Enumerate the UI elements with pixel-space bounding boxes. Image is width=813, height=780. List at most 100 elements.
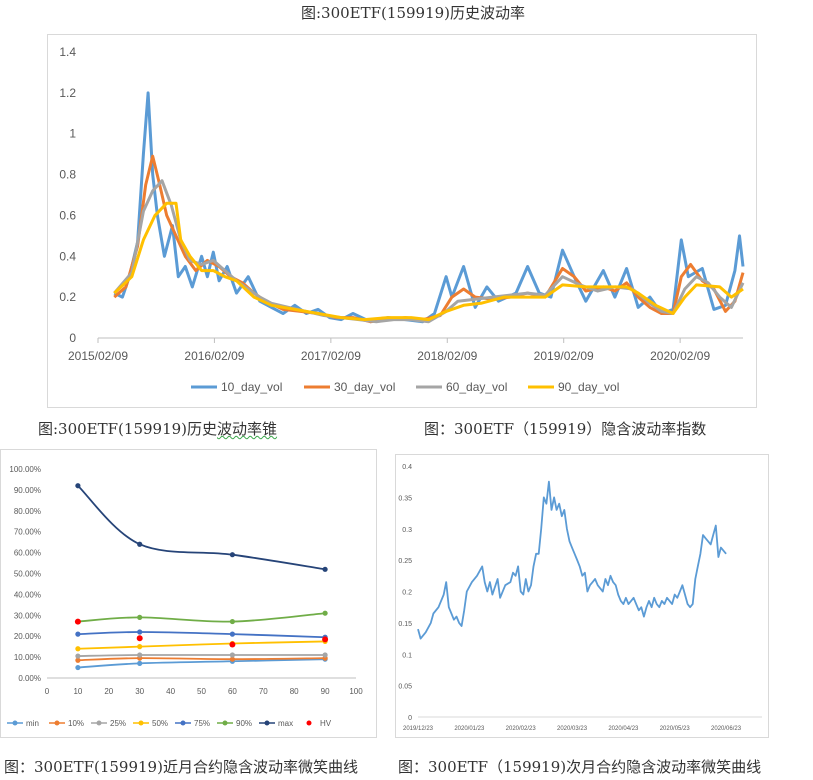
- y-tick-label: 70.00%: [14, 528, 41, 537]
- legend-label-10_day_vol: 10_day_vol: [221, 380, 282, 394]
- x-tick-label: 2020/01/23: [454, 726, 485, 732]
- y-tick-label: 50.00%: [14, 570, 41, 579]
- data-point-max: [322, 566, 328, 572]
- legend-marker-min: [12, 720, 18, 726]
- y-tick-label: 30.00%: [14, 611, 41, 620]
- x-tick-label: 2020/02/09: [650, 349, 710, 363]
- top-chart-caption: 图:300ETF(159919)历史波动率: [301, 4, 526, 22]
- y-tick-label: 0.35: [398, 495, 412, 502]
- cone-chart: 0.00% 10.00% 20.00% 30.00% 40.00% 50.00% 60.00…: [7, 465, 363, 728]
- x-tick-label: 2020/06/23: [711, 726, 742, 732]
- y-tick-label: 0.4: [59, 249, 76, 263]
- y-tick-label: 60.00%: [14, 549, 41, 558]
- legend-label-75%: 75%: [194, 719, 210, 728]
- y-tick-label: 0.6: [59, 208, 76, 222]
- legend-marker-75%: [180, 720, 186, 726]
- hv-chart: 0 0.2 0.4 0.6 0.8 1 1.2 1.4 2015/02/09 2016/02/09…: [59, 45, 745, 394]
- hv-chart-panel: 0 0.2 0.4 0.6 0.8 1 1.2 1.4 2015/02/09 2016/02/09…: [47, 34, 757, 408]
- y-tick-label: 0: [408, 715, 412, 722]
- y-tick-label: 1.4: [59, 45, 76, 59]
- cone-chart-panel: 0.00% 10.00% 20.00% 30.00% 40.00% 50.00% 60.00…: [0, 449, 377, 738]
- x-tick-label: 2017/02/09: [301, 349, 361, 363]
- data-point-max: [137, 541, 143, 547]
- cone-caption-prefix: 图:300ETF(159919)历史: [38, 420, 218, 438]
- series-line-90_day_vol: [113, 201, 744, 322]
- y-tick-label: 0.1: [402, 652, 412, 659]
- y-tick-label: 0.00%: [18, 674, 41, 683]
- legend-label-30_day_vol: 30_day_vol: [334, 380, 395, 394]
- data-point-50%: [75, 646, 81, 652]
- series-line-10%: [77, 657, 326, 662]
- x-tick-label: 10: [73, 687, 82, 696]
- y-tick-label: 20.00%: [14, 632, 41, 641]
- data-point-25%: [75, 653, 81, 659]
- data-point-25%: [229, 652, 235, 658]
- y-tick-label: 0.25: [398, 558, 412, 565]
- x-tick-label: 2020/02/23: [506, 726, 537, 732]
- x-tick-label: 2020/04/23: [608, 726, 639, 732]
- data-point-75%: [75, 631, 81, 637]
- x-tick-label: 30: [135, 687, 144, 696]
- data-point-10%: [75, 657, 81, 663]
- x-tick-label: 60: [228, 687, 237, 696]
- data-point-HV: [229, 641, 236, 648]
- legend-marker-HV: [306, 720, 312, 726]
- cone-caption-suffix: 波动率锥: [217, 420, 278, 438]
- data-point-min: [137, 660, 143, 666]
- y-tick-label: 90.00%: [14, 486, 41, 495]
- y-tick-label: 0.05: [398, 684, 412, 691]
- legend-label-min: min: [26, 719, 39, 728]
- x-tick-label: 2019/12/23: [403, 726, 434, 732]
- data-point-max: [229, 552, 235, 558]
- cone-chart-caption: 图:300ETF(159919)历史波动率锥: [38, 418, 277, 439]
- y-tick-label: 0.2: [402, 590, 412, 597]
- data-point-HV: [136, 635, 143, 642]
- x-tick-label: 2020/05/23: [660, 726, 691, 732]
- x-tick-label: 40: [166, 687, 175, 696]
- legend-marker-25%: [96, 720, 102, 726]
- x-tick-label: 2018/02/09: [417, 349, 477, 363]
- x-tick-label: 50: [197, 687, 206, 696]
- legend-marker-90%: [222, 720, 228, 726]
- y-tick-label: 80.00%: [14, 507, 41, 516]
- series-line-10_day_vol: [113, 91, 745, 324]
- data-point-HV: [74, 618, 81, 625]
- legend-marker-10%: [54, 720, 60, 726]
- data-point-75%: [137, 629, 143, 635]
- legend-marker-max: [264, 720, 270, 726]
- y-tick-label: 1.2: [59, 86, 76, 100]
- legend-marker-50%: [138, 720, 144, 726]
- legend-label-10%: 10%: [68, 719, 84, 728]
- x-tick-label: 100: [349, 687, 363, 696]
- x-tick-label: 2019/02/09: [534, 349, 594, 363]
- iv-index-caption: 图：300ETF（159919）隐含波动率指数: [424, 420, 707, 438]
- x-tick-label: 0: [45, 687, 50, 696]
- smile-near-caption: 图：300ETF(159919)近月合约隐含波动率微笑曲线: [4, 758, 358, 776]
- y-tick-label: 10.00%: [14, 653, 41, 662]
- data-point-90%: [137, 614, 143, 620]
- data-point-10%: [229, 656, 235, 662]
- legend-label-HV: HV: [320, 719, 332, 728]
- y-tick-label: 0.4: [402, 464, 412, 471]
- x-tick-label: 2020/03/23: [557, 726, 588, 732]
- iv-chart: 0 0.05 0.1 0.15 0.2 0.25 0.3 0.35 0.4 2019/12/23 2…: [398, 464, 762, 732]
- y-tick-label: 0.3: [402, 527, 412, 534]
- series-line-max: [77, 485, 326, 571]
- y-tick-label: 0.8: [59, 168, 76, 182]
- smile-next-caption: 图：300ETF（159919)次月合约隐含波动率微笑曲线: [398, 758, 762, 776]
- data-point-HV: [322, 636, 329, 643]
- x-tick-label: 70: [259, 687, 268, 696]
- iv-chart-panel: 0 0.05 0.1 0.15 0.2 0.25 0.3 0.35 0.4 2019/12/23 2…: [395, 454, 769, 738]
- legend-label-50%: 50%: [152, 719, 168, 728]
- legend-label-max: max: [278, 719, 293, 728]
- x-tick-label: 2015/02/09: [68, 349, 128, 363]
- y-tick-label: 40.00%: [14, 590, 41, 599]
- data-point-min: [75, 664, 81, 671]
- x-tick-label: 90: [321, 687, 330, 696]
- data-point-25%: [322, 652, 328, 658]
- data-point-90%: [322, 610, 328, 616]
- series-line-25%: [77, 654, 326, 657]
- series-line-90%: [77, 612, 326, 623]
- y-tick-label: 100.00%: [9, 465, 41, 474]
- data-point-25%: [137, 652, 143, 658]
